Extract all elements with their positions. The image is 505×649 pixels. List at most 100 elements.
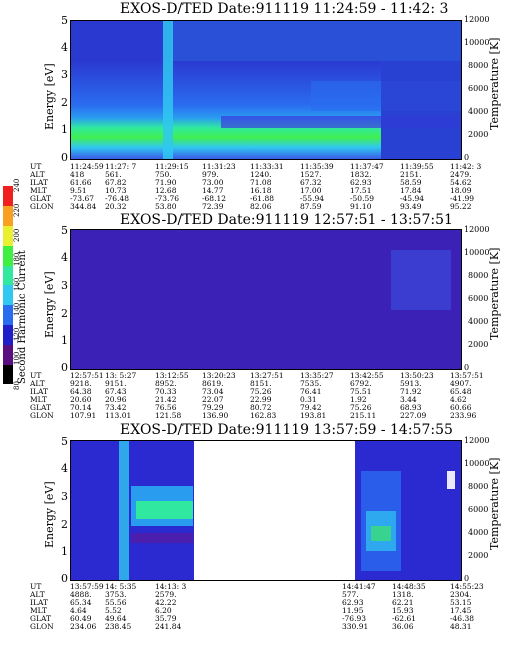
panel2-rtick: 12000 [464,225,490,234]
colorbar-tick: 160 [13,277,21,291]
ephem-value: 11:39:55 [400,162,434,171]
ephem-value: 979. [202,170,219,180]
ephem-value: -76.93 [342,614,367,624]
colorbar-segment [3,265,13,286]
ephem-label: GLAT [30,194,51,204]
ephem-value: 14:48:35 [392,582,426,591]
colorbar-tick: 240 [13,178,21,192]
ephem-row-glon: GLON 344.84 20.32 53.80 72.39 82.06 87.59 91.10… [30,203,500,211]
ephem-value: 9151. [105,379,127,389]
ephem-value: 13: 5:27 [105,371,137,380]
ephem-value: 22.99 [250,395,272,405]
ephem-value: 67.43 [105,387,127,397]
panel1-rtick: 6000 [468,84,489,93]
panel1-rtick: 10000 [464,38,490,47]
ephem-row-mlt: MLT 4.64 5.52 6.20 11.95 15.93 17.45 [30,607,500,615]
ephem-value: 61.66 [70,178,92,188]
ephem-value: 4.62 [450,395,467,405]
ephem-row-ilat: ILAT 64.38 67.43 70.33 73.04 75.26 76.41 75.51 7… [30,388,500,396]
panel2-rtick: 0 [464,363,470,372]
ephem-value: -62.61 [392,614,417,624]
ephem-value: 750. [155,170,172,180]
ephem-value: 4907. [450,379,472,389]
ephem-value: 13:12:55 [155,371,189,380]
panel3-rtick: 12000 [464,436,490,445]
ephem-value: 13:50:23 [400,371,434,380]
ephem-value: 4.64 [70,606,87,616]
ephem-value: 60.66 [450,403,472,413]
ephem-value: 8619. [202,379,224,389]
panel2-ytick: 3 [61,279,68,292]
ephem-row-glon: GLON 234.06 238.45 241.84 330.91 36.06 48.31 [30,623,500,631]
ephem-value: -45.94 [400,194,425,204]
panel3-ephemeris: UT 13:57:59 14: 5:35 14:13: 3 14:41:47 14:48:… [30,582,500,632]
panel3-ytick: 1 [61,545,68,558]
panel1-ytick: 4 [61,41,68,54]
ephem-value: 20.96 [105,395,127,405]
ephem-value: 64.38 [70,387,92,397]
ephem-value: 418 [70,170,85,180]
ephem-value: 14:13: 3 [155,582,187,591]
ephem-value: 68.93 [400,403,422,413]
ephem-value: 20.32 [105,202,127,212]
ephem-value: 21.42 [155,395,177,405]
ephem-row-ut: UT 12:57:51 13: 5:27 13:12:55 13:20:23 13:27:… [30,371,500,380]
panel1-rtick: 0 [464,153,470,162]
ephem-value: 1318. [392,590,414,600]
ephem-value: 577. [342,590,359,600]
panel2-ytick: 1 [61,334,68,347]
ephem-value: 17.00 [300,186,322,196]
ephem-label: GLON [30,622,54,632]
ephem-value: 4888. [70,590,92,600]
ephem-value: 73.00 [202,178,224,188]
ephem-value: -46.38 [450,614,475,624]
panel3-rtick: 4000 [468,528,489,537]
ephem-row-ut: UT 13:57:59 14: 5:35 14:13: 3 14:41:47 14:48:… [30,582,500,591]
panel2-ytick: 5 [61,224,68,237]
ephem-value: 11:24:59 [70,162,104,171]
panel1-plot [70,20,462,160]
ephem-value: 48.31 [450,622,472,632]
colorbar-segment [3,205,13,227]
colorbar-segment [3,364,13,385]
ephem-value: 227.09 [400,411,427,421]
ephem-value: 234.06 [70,622,97,632]
panel1-ytick: 2 [61,96,68,109]
ephem-value: -68.12 [202,194,227,204]
ephem-value: 11:27: 7 [105,162,137,171]
ephem-value: 91.10 [350,202,372,212]
ephem-value: 12:57:51 [70,371,104,380]
ephem-row-alt: ALT 4888. 3753. 2579. 577. 1318. 2304. [30,590,500,600]
ephem-row-mlt: MLT 9.51 10.73 12.68 14.77 16.18 17.00 17.51 17.… [30,187,500,195]
ephem-value: -61.88 [250,194,275,204]
ephem-value: 55.56 [105,598,127,608]
panel2-plot [70,229,462,370]
panel1-rtick: 2000 [468,130,489,139]
ephem-value: 3753. [105,590,127,600]
ephem-value: 95.22 [450,202,472,212]
ephem-label: UT [30,582,42,591]
ephem-value: 8151. [250,379,272,389]
panel2-ytick: 4 [61,251,68,264]
panel1-rtick: 4000 [468,107,489,116]
ephem-label: GLAT [30,614,51,624]
ephem-value: 73.04 [202,387,224,397]
ephem-value: 22.07 [202,395,224,405]
ephem-value: 2151. [400,170,422,180]
panel3-ytick: 4 [61,462,68,475]
colorbar-segment [3,186,13,207]
ephem-row-ut: UT 11:24:59 11:27: 7 11:29:15 11:31:23 11:33:… [30,162,500,171]
ephem-value: 62.93 [350,178,372,188]
ephem-value: 58.59 [400,178,422,188]
ephem-value: 193.81 [300,411,327,421]
panel2-ytick: 2 [61,307,68,320]
panel1-ytick: 0 [61,151,68,164]
colorbar-tick: 120 [13,327,21,341]
ephem-value: 42.22 [155,598,177,608]
colorbar-tick: 100 [13,351,21,366]
ephem-value: 6.20 [155,606,172,616]
ephem-value: 330.91 [342,622,369,632]
ephem-value: 11:29:15 [155,162,189,171]
ephem-value: 76.56 [155,403,177,413]
ephem-value: 11:35:39 [300,162,334,171]
